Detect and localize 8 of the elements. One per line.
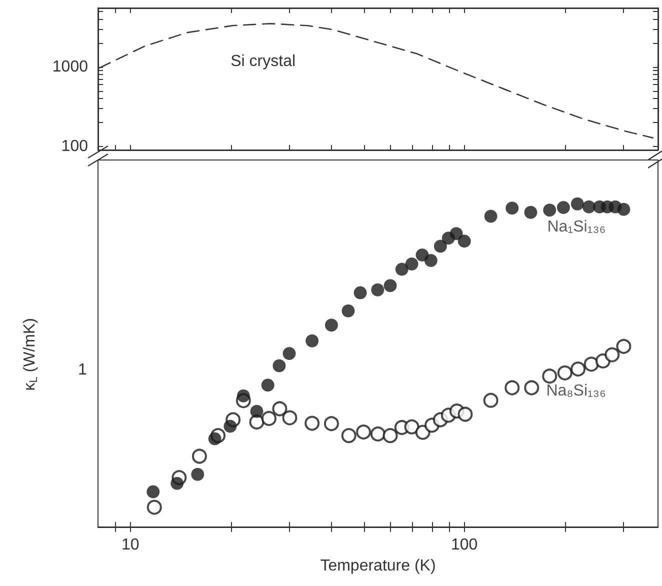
series-label: Na₈Si₁₃₆	[546, 382, 606, 400]
x-axis-title: Temperature (K)	[320, 557, 436, 574]
series-label: Si crystal	[230, 53, 296, 70]
y-tick-label: 1000	[52, 58, 88, 76]
x-tick-label: 10	[121, 536, 140, 554]
series-label: Na₁Si₁₃₆	[547, 218, 606, 236]
y-axis-title: κL (W/mK)	[22, 318, 40, 391]
text: 1	[78, 362, 87, 378]
